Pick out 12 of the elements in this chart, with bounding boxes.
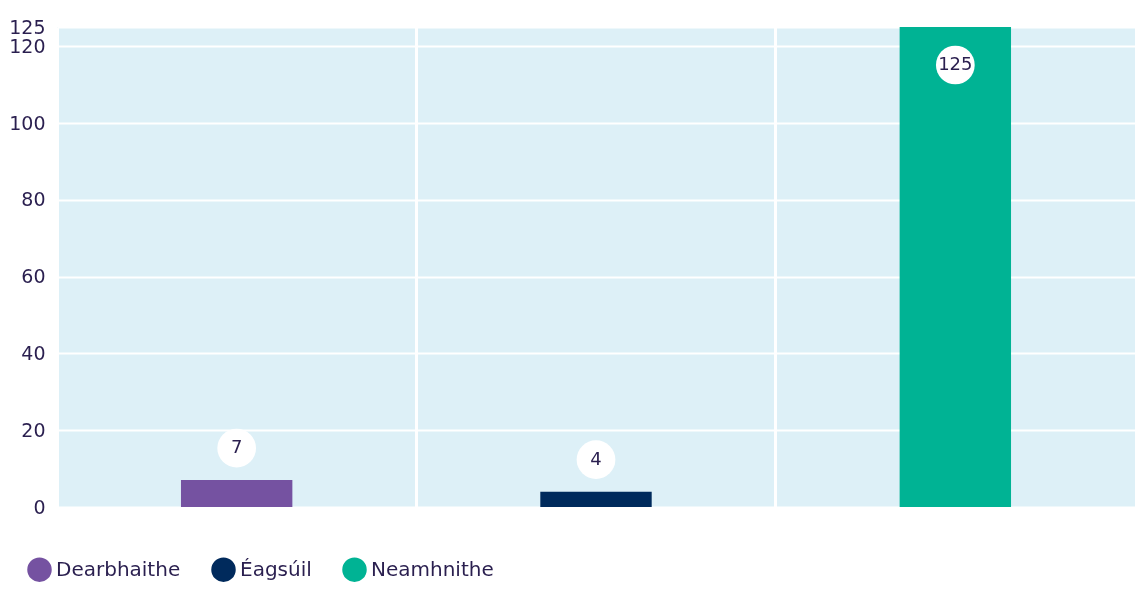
data-label: 7 <box>230 436 243 458</box>
y-tick-label: 100 <box>9 111 46 134</box>
y-tick-label: 20 <box>21 418 46 441</box>
y-tick-label: 40 <box>21 341 46 364</box>
legend-label: Dearbhaithe <box>56 556 181 581</box>
data-label: 125 <box>938 53 973 74</box>
y-tick-label: 60 <box>21 265 46 288</box>
y-tick-label: 0 <box>33 495 46 518</box>
legend-label: Éagsúil <box>240 556 312 581</box>
data-label: 4 <box>590 447 602 469</box>
legend-label: Neamhnithe <box>371 556 494 581</box>
y-tick-label: 80 <box>21 188 46 211</box>
